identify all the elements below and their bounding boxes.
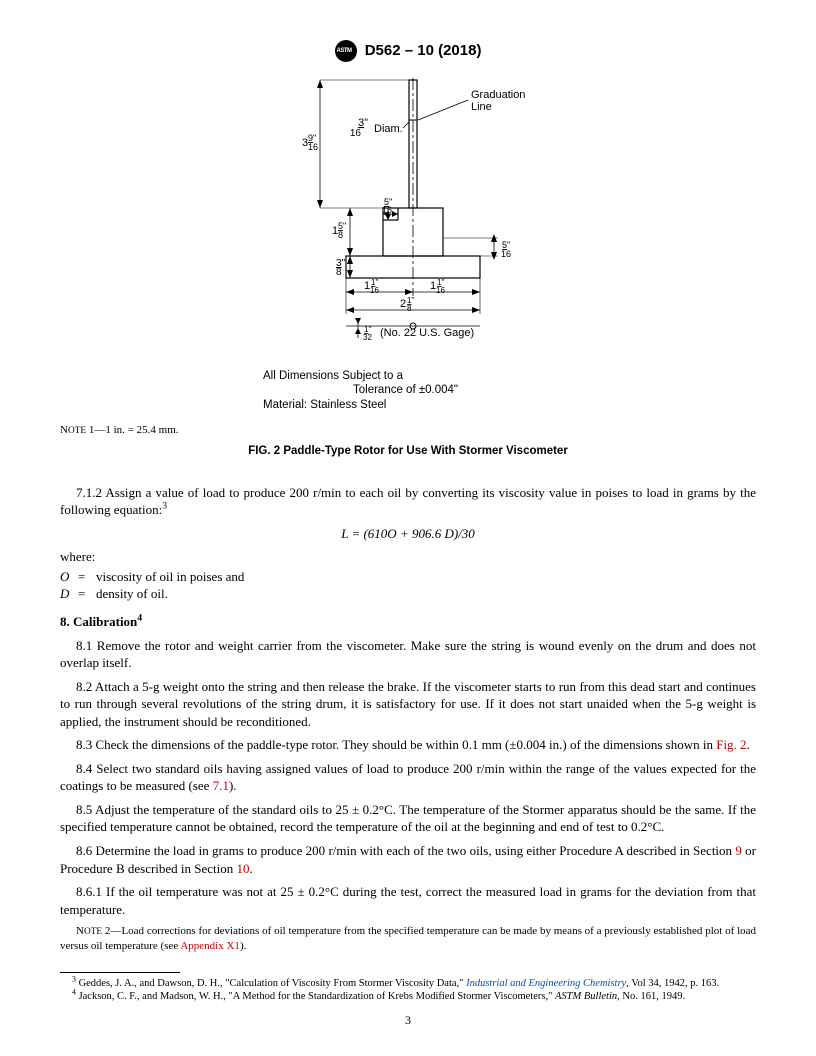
equation: L = (610O + 906.6 D)/30 [60,525,756,543]
figure-2-drawing: Graduation Line 3" 16 Diam. 3 9" 16 1 5"… [228,70,588,365]
figure-2-tolerance: All Dimensions Subject to a Tolerance of… [228,369,588,414]
symbol-definitions: O=viscosity of oil in poises and D=densi… [60,568,756,603]
para-8-2: 8.2 Attach a 5-g weight onto the string … [60,678,756,731]
para-8-6-1: 8.6.1 If the oil temperature was not at … [60,883,756,918]
astm-logo [335,40,357,62]
svg-text:32: 32 [363,333,372,342]
xref-sec10[interactable]: 10 [237,861,250,876]
svg-text:16: 16 [501,249,511,259]
svg-text:(No. 22 U.S. Gage): (No. 22 U.S. Gage) [380,327,474,339]
figure-2-note1: NOTE 1—1 in. = 25.4 mm. [60,423,756,438]
svg-text:Graduation: Graduation [471,89,525,101]
page-number: 3 [0,1012,816,1028]
para-8-4: 8.4 Select two standard oils having assi… [60,760,756,795]
para-8-5: 8.5 Adjust the temperature of the standa… [60,801,756,836]
para-8-6: 8.6 Determine the load in grams to produ… [60,842,756,877]
para-7-1-2: 7.1.2 Assign a value of load to produce … [60,484,756,519]
svg-text:16: 16 [436,286,445,295]
figure-2: Graduation Line 3" 16 Diam. 3 9" 16 1 5"… [228,70,588,413]
svg-text:2: 2 [400,298,406,310]
xref-fig2[interactable]: Fig. 2 [716,737,746,752]
svg-text:16: 16 [308,142,318,152]
footnote-rule [60,972,180,973]
designation: D562 – 10 (2018) [365,42,482,59]
svg-text:Line: Line [471,101,492,113]
figure-2-caption: FIG. 2 Paddle-Type Rotor for Use With St… [60,444,756,460]
para-8-3: 8.3 Check the dimensions of the paddle-t… [60,736,756,754]
svg-text:8: 8 [407,304,412,313]
para-8-1: 8.1 Remove the rotor and weight carrier … [60,637,756,672]
svg-text:16: 16 [382,205,392,215]
footnote-3: 3 Geddes, J. A., and Dawson, D. H., "Cal… [60,977,756,990]
link-iec-journal[interactable]: Industrial and Engineering Chemistry [466,978,626,989]
where-label: where: [60,548,756,566]
footnote-4: 4 Jackson, C. F., and Madson, W. H., "A … [60,990,756,1003]
svg-text:8: 8 [338,230,343,240]
svg-text:16: 16 [370,286,379,295]
xref-appendix-x1[interactable]: Appendix X1 [180,940,240,952]
page-header: D562 – 10 (2018) [60,40,756,62]
xref-7-1[interactable]: 7.1 [213,778,229,793]
section-8-heading: 8. Calibration4 [60,613,756,631]
note-2: NOTE 2—Load corrections for deviations o… [60,924,756,954]
svg-text:16: 16 [350,128,362,139]
svg-text:8: 8 [336,267,342,278]
svg-text:Diam.: Diam. [374,123,403,135]
